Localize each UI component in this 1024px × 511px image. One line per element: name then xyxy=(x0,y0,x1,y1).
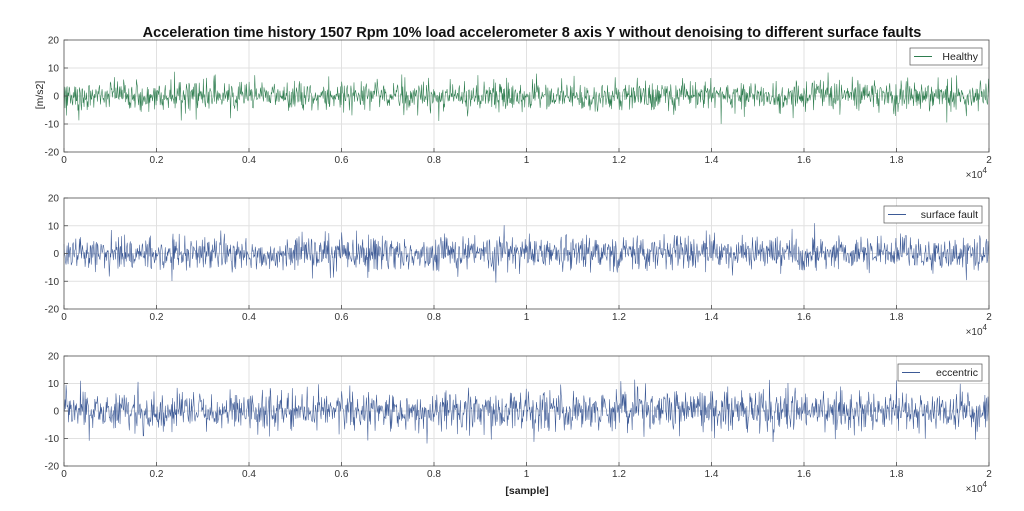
x-tick-label: 0.2 xyxy=(150,155,164,166)
x-tick-label: 0.6 xyxy=(335,155,349,166)
x-tick-label: 1.4 xyxy=(705,312,719,323)
y-tick-label: -20 xyxy=(45,462,60,473)
y-tick-label: -20 xyxy=(45,148,60,159)
y-axis-label: [m/s2] xyxy=(34,81,46,110)
legend-entry: eccentric xyxy=(936,367,978,379)
x-exponent-label: ×104 xyxy=(966,480,988,495)
y-tick-label: -20 xyxy=(45,305,60,316)
legend: eccentric xyxy=(897,363,983,382)
x-tick-label: 1 xyxy=(524,155,530,166)
chart-title: Acceleration time history 1507 Rpm 10% l… xyxy=(143,25,922,41)
subplot-1: 0 0.2 0.4 0.6 0.8 1 1.2 1.4 1.6 1.8 2 -20 -10 0 10 20 ×1… xyxy=(45,36,993,182)
x-tick-label: 0.4 xyxy=(242,155,256,166)
y-tick-label: 0 xyxy=(53,92,59,103)
legend-box xyxy=(897,363,983,382)
x-axis-label: [sample] xyxy=(505,485,548,497)
x-tick-label: 1 xyxy=(524,312,530,323)
x-tick-label: 0 xyxy=(61,469,67,480)
series-line-2 xyxy=(63,223,990,283)
x-tick-label: 0.8 xyxy=(427,469,441,480)
legend-entry: surface fault xyxy=(921,209,978,221)
y-tick-label: 20 xyxy=(48,36,60,47)
x-tick-label: 0.8 xyxy=(427,155,441,166)
subplot-2: 0 0.2 0.4 0.6 0.8 1 1.2 1.4 1.6 1.8 2 -20 -10 0 10 20 ×1… xyxy=(45,194,993,339)
x-tick-label: 1.4 xyxy=(705,155,719,166)
x-tick-label: 0.8 xyxy=(427,312,441,323)
y-tick-label: -10 xyxy=(45,120,60,131)
x-exponent-label: ×104 xyxy=(966,323,988,338)
x-tick-label: 2 xyxy=(986,312,992,323)
x-tick-label: 0.6 xyxy=(335,469,349,480)
x-tick-label: 1.6 xyxy=(797,469,811,480)
y-tick-label: 0 xyxy=(53,407,59,418)
x-tick-label: 0.6 xyxy=(335,312,349,323)
x-tick-label: 1.6 xyxy=(797,312,811,323)
x-tick-label: 0.2 xyxy=(150,469,164,480)
y-tick-label: 10 xyxy=(48,221,60,232)
x-tick-label: 1.6 xyxy=(797,155,811,166)
y-tick-label: 10 xyxy=(48,64,60,75)
legend-box xyxy=(909,47,983,66)
y-tick-label: -10 xyxy=(45,434,60,445)
x-tick-label: 2 xyxy=(986,469,992,480)
x-tick-label: 0.4 xyxy=(242,469,256,480)
x-tick-label: 1 xyxy=(524,469,530,480)
legend-entry: Healthy xyxy=(942,51,978,63)
x-tick-label: 0.4 xyxy=(242,312,256,323)
x-exponent-label: ×104 xyxy=(966,166,988,181)
legend: Healthy xyxy=(909,47,983,66)
y-tick-label: -10 xyxy=(45,277,60,288)
x-tick-label: 0 xyxy=(61,155,67,166)
subplot-panels: 0 0.2 0.4 0.6 0.8 1 1.2 1.4 1.6 1.8 2-20-1001020×1… xyxy=(45,36,993,496)
x-tick-label: 0 xyxy=(61,312,67,323)
legend-box xyxy=(883,205,983,224)
x-tick-label: 1.8 xyxy=(890,469,904,480)
x-tick-label: 1.2 xyxy=(612,312,626,323)
series-line-1 xyxy=(63,71,990,124)
y-tick-label: 20 xyxy=(48,352,60,363)
series-line-3 xyxy=(63,379,990,444)
x-tick-label: 2 xyxy=(986,155,992,166)
x-tick-label: 1.8 xyxy=(890,155,904,166)
x-tick-label: 1.2 xyxy=(612,155,626,166)
subplot-3: 0 0.2 0.4 0.6 0.8 1 1.2 1.4 1.6 1.8 2 -20 -10 0 10 20 ×1… xyxy=(45,352,993,496)
legend: surface fault xyxy=(883,205,983,224)
x-tick-label: 1.8 xyxy=(890,312,904,323)
y-tick-label: 0 xyxy=(53,249,59,260)
y-tick-label: 20 xyxy=(48,194,60,205)
x-tick-label: 0.2 xyxy=(150,312,164,323)
y-tick-label: 10 xyxy=(48,379,60,390)
x-tick-label: 1.4 xyxy=(705,469,719,480)
x-tick-label: 1.2 xyxy=(612,469,626,480)
